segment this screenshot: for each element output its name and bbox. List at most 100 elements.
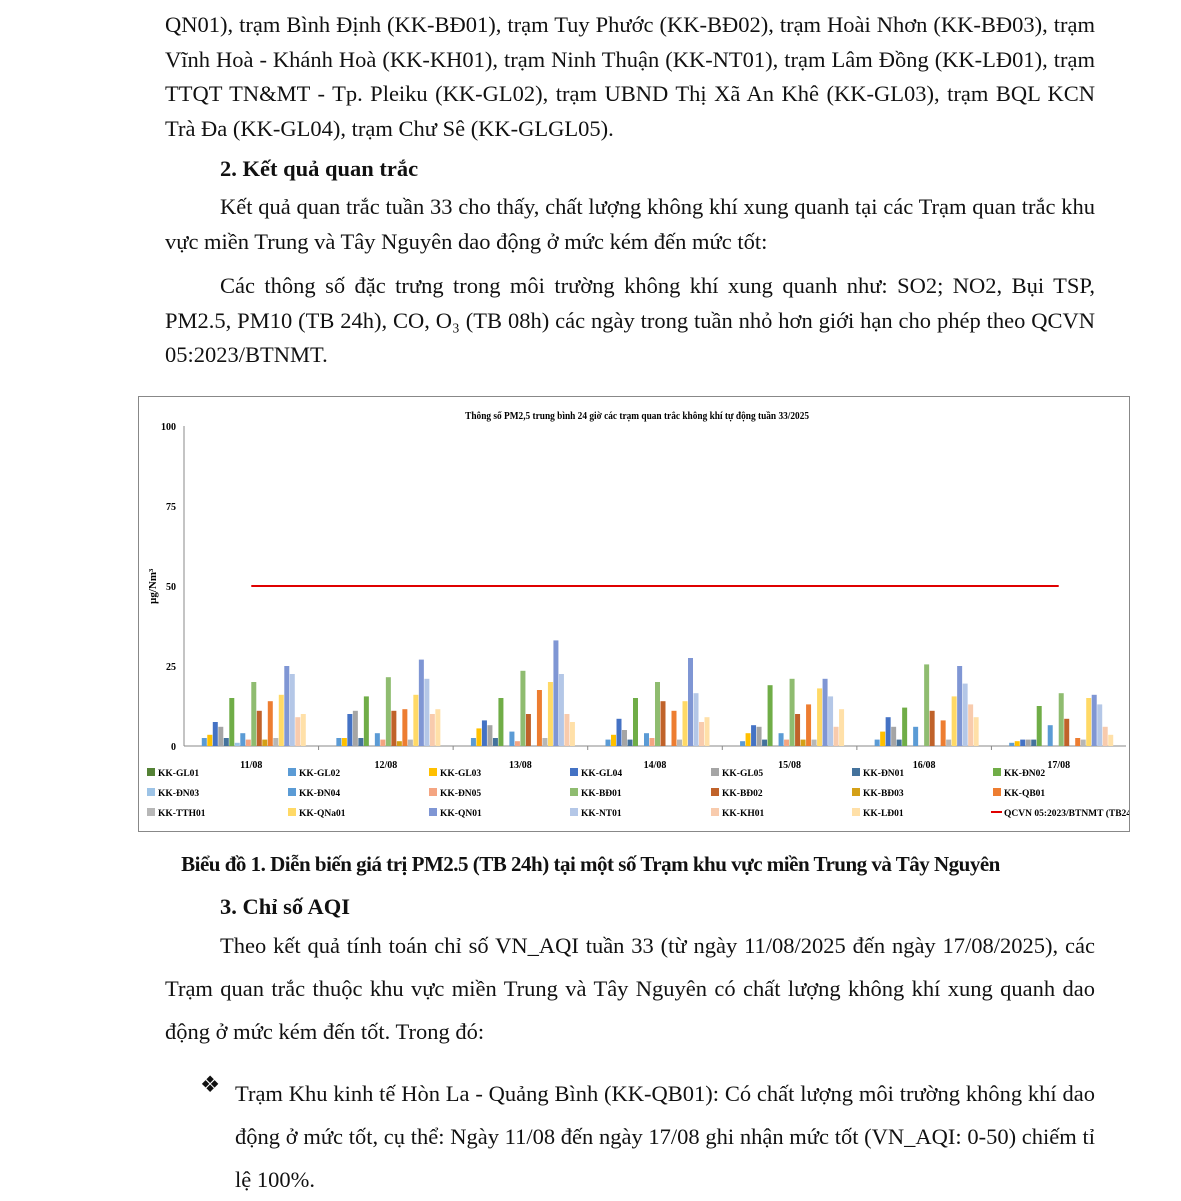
bar-kk-gl05 xyxy=(891,726,897,746)
legend-swatch xyxy=(993,788,1001,796)
bar-kk-qb01 xyxy=(806,704,812,746)
bar-kk-đn04 xyxy=(778,733,784,746)
bar-kk-qna01 xyxy=(413,694,419,746)
legend-label: KK-ĐN05 xyxy=(440,789,481,799)
bar-kk-bđ03 xyxy=(396,741,402,746)
legend-swatch xyxy=(429,788,437,796)
bar-kk-nt01 xyxy=(693,693,699,746)
legend-swatch xyxy=(429,768,437,776)
legend-swatch xyxy=(711,808,719,816)
bar-kk-tth01 xyxy=(677,739,682,746)
legend-swatch xyxy=(147,808,155,816)
bar-kk-gl04 xyxy=(212,722,218,746)
bar-kk-gl02 xyxy=(740,741,746,746)
paragraph-aqi: Theo kết quả tính toán chỉ số VN_AQI tuầ… xyxy=(165,933,1095,1044)
bar-kk-bđ01 xyxy=(385,677,391,746)
legend-swatch xyxy=(852,788,860,796)
bar-kk-gl03 xyxy=(745,733,751,746)
legend-label: KK-GL03 xyxy=(440,769,481,779)
bar-kk-gl04 xyxy=(751,725,757,746)
paragraph-results: Kết quả quan trắc tuần 33 cho thấy, chất… xyxy=(165,194,1095,254)
legend-label: KK-BĐ02 xyxy=(722,789,763,799)
bar-kk-bđ02 xyxy=(660,701,666,746)
bar-kk-gl04 xyxy=(885,717,891,746)
bar-kk-gl05 xyxy=(352,710,358,746)
bar-kk-gl02 xyxy=(1009,742,1015,746)
bar-kk-qn01 xyxy=(418,659,424,746)
bar-kk-qn01 xyxy=(553,640,559,746)
bar-kk-bđ01 xyxy=(924,664,930,746)
bar-kk-qb01 xyxy=(671,710,677,746)
bar-kk-gl03 xyxy=(880,731,886,746)
bar-kk-gl03 xyxy=(1014,741,1020,746)
legend-label: KK-QNa01 xyxy=(299,809,346,819)
chart-caption: Biểu đồ 1. Diễn biến giá trị PM2.5 (TB 2… xyxy=(181,852,1000,876)
bar-kk-bđ01 xyxy=(251,682,257,746)
bar-kk-nt01 xyxy=(289,674,295,746)
bar-kk-gl04 xyxy=(616,718,622,746)
bar-kk-qb01 xyxy=(940,720,946,746)
bar-kk-kh01 xyxy=(699,722,704,746)
paragraph-stations: QN01), trạm Bình Định (KK-BĐ01), trạm Tu… xyxy=(165,12,1095,141)
legend-swatch xyxy=(147,768,155,776)
bar-kk-đn01 xyxy=(223,738,229,746)
bar-kk-đn05 xyxy=(245,739,251,746)
bar-kk-lđ01 xyxy=(300,714,306,746)
legend-swatch xyxy=(852,808,860,816)
bar-kk-đn01 xyxy=(627,739,633,746)
bar-kk-gl04 xyxy=(481,720,487,746)
bar-kk-đn04 xyxy=(374,733,380,746)
legend-swatch xyxy=(852,768,860,776)
bar-kk-qna01 xyxy=(547,682,553,746)
bar-kk-kh01 xyxy=(968,704,974,746)
bar-kk-tth01 xyxy=(811,739,817,746)
bar-kk-bđ01 xyxy=(789,678,795,746)
legend-label: KK-ĐN02 xyxy=(1004,769,1045,779)
bar-kk-gl02 xyxy=(201,738,207,746)
bar-kk-kh01 xyxy=(833,726,839,746)
y-axis-label: µg/Nm³ xyxy=(147,568,159,604)
bar-kk-gl02 xyxy=(336,738,342,746)
x-tick-label: 16/08 xyxy=(913,760,936,771)
bar-kk-gl05 xyxy=(218,726,224,746)
bar-kk-đn04 xyxy=(240,733,246,746)
bar-kk-qna01 xyxy=(278,694,284,746)
bar-kk-nt01 xyxy=(828,696,834,746)
legend-label: QCVN 05:2023/BTNMT (TB24h) xyxy=(1004,808,1129,819)
bar-kk-đn05 xyxy=(784,739,790,746)
legend-swatch xyxy=(570,808,578,816)
pm25-chart: Thông số PM2,5 trung bình 24 giờ các trạ… xyxy=(138,396,1139,832)
legend-swatch xyxy=(570,768,578,776)
bar-kk-nt01 xyxy=(424,678,430,746)
x-tick-label: 12/08 xyxy=(374,760,397,771)
legend-label: KK-GL04 xyxy=(581,769,622,779)
bar-kk-đn01 xyxy=(492,738,498,746)
y-tick-label: 0 xyxy=(171,742,176,753)
bar-kk-bđ01 xyxy=(655,682,660,746)
bar-kk-qb01 xyxy=(1075,738,1081,746)
bar-kk-bđ03 xyxy=(262,739,268,746)
chart-svg: Thông số PM2,5 trung bình 24 giờ các trạ… xyxy=(147,410,1139,819)
legend-swatch xyxy=(147,788,155,796)
bar-kk-gl05 xyxy=(622,730,627,746)
bar-kk-qn01 xyxy=(822,678,828,746)
bar-kk-gl05 xyxy=(1025,739,1031,746)
legend-swatch xyxy=(711,788,719,796)
bar-kk-gl03 xyxy=(207,734,213,746)
legend-label: KK-ĐN04 xyxy=(299,789,340,799)
bar-kk-bđ02 xyxy=(391,710,397,746)
legend-label: KK-ĐN01 xyxy=(863,769,904,779)
legend-swatch xyxy=(429,808,437,816)
bar-kk-qn01 xyxy=(1091,694,1097,746)
chart-title: Thông số PM2,5 trung bình 24 giờ các trạ… xyxy=(465,410,809,422)
legend-label: KK-ĐN03 xyxy=(158,789,199,799)
bar-kk-bđ02 xyxy=(525,714,531,746)
legend-label: KK-NT01 xyxy=(581,809,622,819)
bar-kk-kh01 xyxy=(1102,726,1108,746)
bar-kk-đn05 xyxy=(649,738,655,746)
bar-kk-bđ01 xyxy=(520,670,526,746)
bar-kk-qna01 xyxy=(1086,698,1092,746)
bar-kk-kh01 xyxy=(429,714,435,746)
bar-kk-lđ01 xyxy=(569,722,575,746)
bar-kk-nt01 xyxy=(962,683,968,746)
